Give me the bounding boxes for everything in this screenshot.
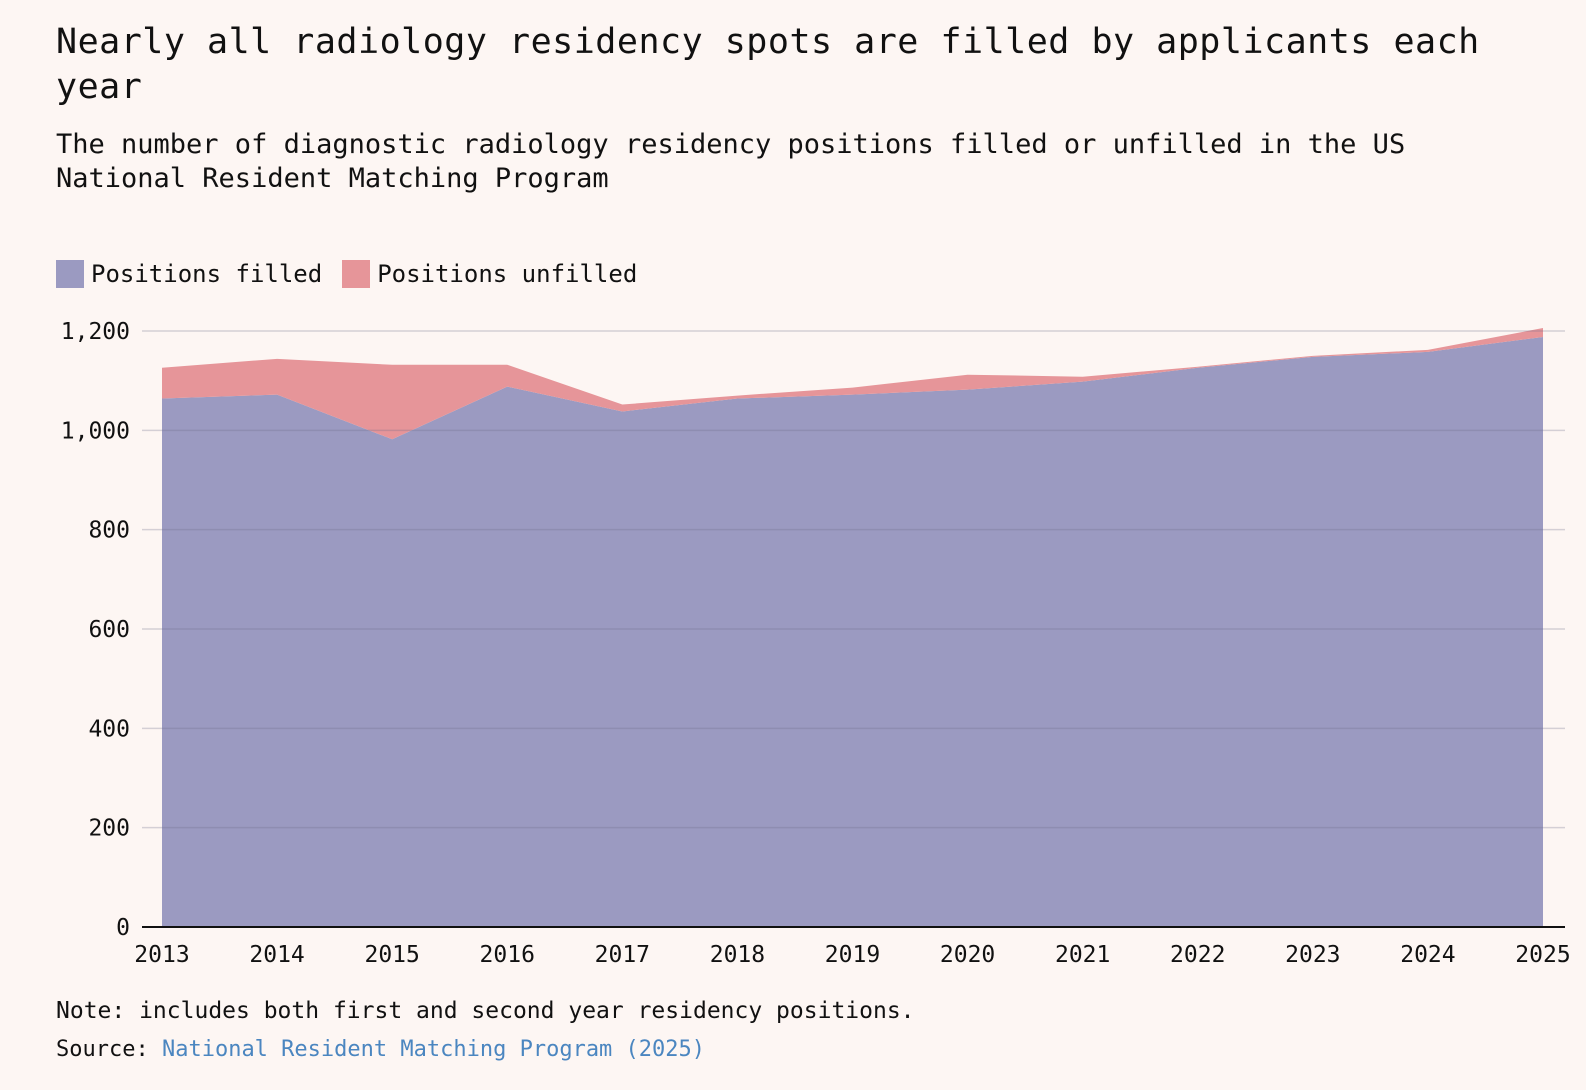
legend-swatch-unfilled [342,260,371,288]
x-tick-label: 2019 [825,942,880,968]
source-link[interactable]: National Resident Matching Program (2025… [161,1037,706,1062]
legend-label-filled: Positions filled [91,260,323,288]
y-tick-label: 0 [116,915,130,941]
x-tick-label: 2023 [1285,942,1340,968]
x-tick-label: 2020 [940,942,995,968]
legend-item-unfilled: Positions unfilled [342,260,637,288]
y-tick-label: 400 [88,716,130,742]
area-series-filled [162,336,1543,928]
y-tick-label: 1,000 [61,418,130,444]
y-tick-label: 1,200 [61,319,130,345]
y-tick-label: 200 [88,816,130,842]
x-tick-label: 2024 [1400,942,1455,968]
x-tick-label: 2017 [595,942,650,968]
legend-label-unfilled: Positions unfilled [377,260,638,288]
chart-source: Source: National Resident Matching Progr… [56,1037,705,1062]
legend: Positions filled Positions unfilled [56,260,657,288]
area-chart: 0 200 400 600 800 1,000 1,200 2013 2014 2015 2016 2… [61,319,1571,968]
x-tick-label: 2016 [480,942,535,968]
x-tick-label: 2015 [364,942,419,968]
x-tick-label: 2022 [1170,942,1225,968]
x-tick-label: 2025 [1515,942,1570,968]
x-tick-label: 2021 [1055,942,1110,968]
source-prefix: Source: [56,1037,149,1062]
x-tick-label: 2018 [710,942,765,968]
legend-item-filled: Positions filled [56,260,322,288]
chart-note: Note: includes both first and second yea… [56,998,915,1024]
legend-swatch-filled [56,260,84,288]
y-tick-label: 800 [88,518,130,544]
chart-title: Nearly all radiology residency spots are… [56,22,1480,107]
y-tick-label: 600 [88,617,130,643]
area-series-unfilled [162,328,1543,440]
x-tick-label: 2014 [249,942,304,968]
x-tick-label: 2013 [134,942,189,968]
chart-subtitle: The number of diagnostic radiology resid… [56,129,1406,194]
